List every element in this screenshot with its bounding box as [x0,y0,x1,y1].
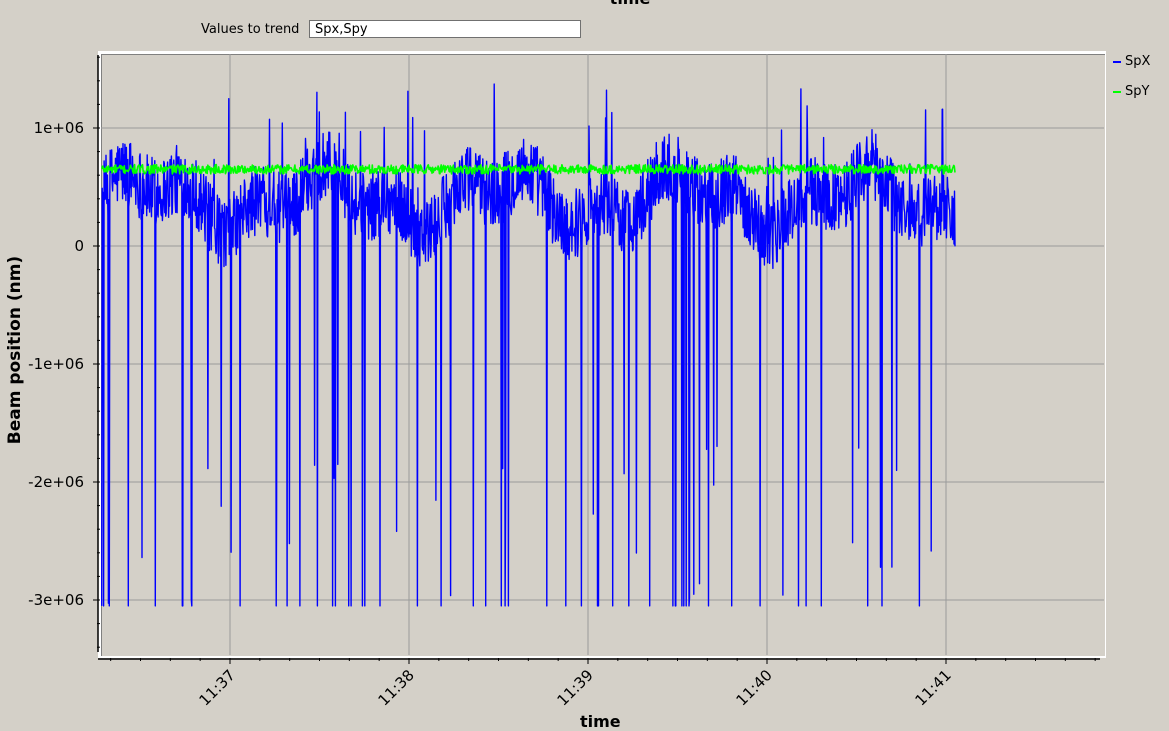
x-tick-label: 11:39 [554,666,597,709]
y-tick-label: 0 [74,237,84,255]
legend-swatch-spy [1113,91,1121,93]
legend-swatch-spx [1113,61,1121,63]
axes [93,55,1100,664]
legend-label-spx: SpX [1125,54,1151,69]
y-tick-label: -2e+06 [28,473,84,491]
y-tick-label: 1e+06 [34,119,84,137]
legend-label-spy: SpY [1125,84,1150,99]
trend-label: Values to trend [201,22,300,37]
y-tick-label: -3e+06 [28,591,84,609]
x-axis-label: time [580,712,621,731]
series-line-spy [100,163,956,175]
y-tick-label: -1e+06 [28,355,84,373]
plot-canvas [101,54,1105,656]
grid-lines [101,54,1104,655]
x-tick-label: 11:41 [912,666,955,709]
x-tick-label: 11:37 [196,666,239,709]
values-to-trend-input[interactable] [309,20,581,38]
y-axis-label: Beam position (nm) [5,255,25,445]
chart-title: time [560,0,700,8]
series-lines [100,83,956,607]
x-tick-label: 11:40 [733,666,776,709]
x-tick-label: 11:38 [375,666,418,709]
